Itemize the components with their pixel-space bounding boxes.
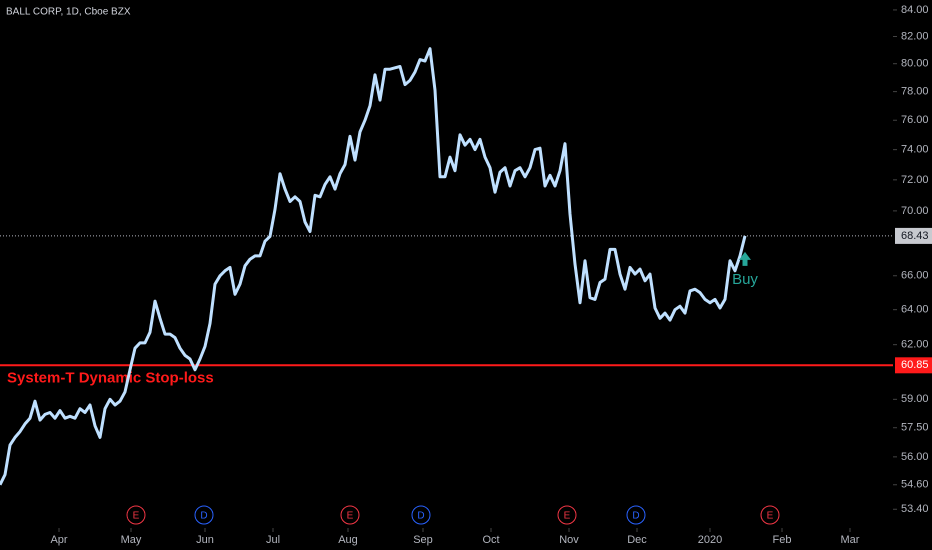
y-tick-label: 72.00 [901, 174, 929, 186]
price-line [0, 47, 747, 486]
buy-arrow [739, 251, 751, 266]
y-tick-label: 82.00 [901, 30, 929, 42]
stop-loss-name: System-T Dynamic Stop-loss [7, 369, 214, 386]
event-label: E [767, 511, 774, 522]
event-label: E [347, 511, 354, 522]
event-marker [194, 505, 214, 525]
event-marker [340, 505, 360, 525]
y-tick-label: 57.50 [901, 422, 929, 434]
y-tick-label: 66.00 [901, 270, 929, 282]
y-tick-label: 62.00 [901, 339, 929, 351]
y-tick-label: 80.00 [901, 58, 929, 70]
event-label: D [417, 511, 424, 522]
event-marker [760, 505, 780, 525]
y-tick-label: 70.00 [901, 205, 929, 217]
event-marker [557, 505, 577, 525]
x-tick-label: Oct [482, 534, 499, 546]
y-tick-label: 59.00 [901, 393, 929, 405]
event-marker [626, 505, 646, 525]
y-tick-label: 84.00 [901, 4, 929, 16]
y-tick-label: 56.00 [901, 451, 929, 463]
x-tick-label: Apr [50, 534, 67, 546]
stop-loss-box [895, 357, 932, 374]
event-marker [411, 505, 431, 525]
buy-label: Buy [732, 271, 758, 288]
x-tick-label: Dec [627, 534, 647, 546]
event-label: D [200, 511, 207, 522]
chart-title: BALL CORP, 1D, Cboe BZX [6, 7, 131, 18]
x-tick-label: May [121, 534, 142, 546]
y-tick-label: 54.60 [901, 479, 929, 491]
x-tick-label: Mar [841, 534, 860, 546]
event-marker [126, 505, 146, 525]
y-tick-label: 76.00 [901, 114, 929, 126]
y-tick-label: 74.00 [901, 144, 929, 156]
x-tick-label: Jun [196, 534, 214, 546]
y-tick-label: 78.00 [901, 86, 929, 98]
event-label: E [564, 511, 571, 522]
x-tick-label: Aug [338, 534, 358, 546]
y-tick-label: 53.40 [901, 503, 929, 515]
last-price-label: 68.43 [901, 230, 929, 242]
x-tick-label: Feb [773, 534, 792, 546]
x-tick-label: 2020 [698, 534, 722, 546]
y-tick-label: 64.00 [901, 304, 929, 316]
event-label: D [632, 511, 639, 522]
stop-loss-label: 60.85 [901, 359, 929, 371]
x-tick-label: Nov [559, 534, 579, 546]
event-label: E [133, 511, 140, 522]
last-price-box [895, 227, 932, 244]
x-tick-label: Sep [413, 534, 433, 546]
x-tick-label: Jul [266, 534, 280, 546]
